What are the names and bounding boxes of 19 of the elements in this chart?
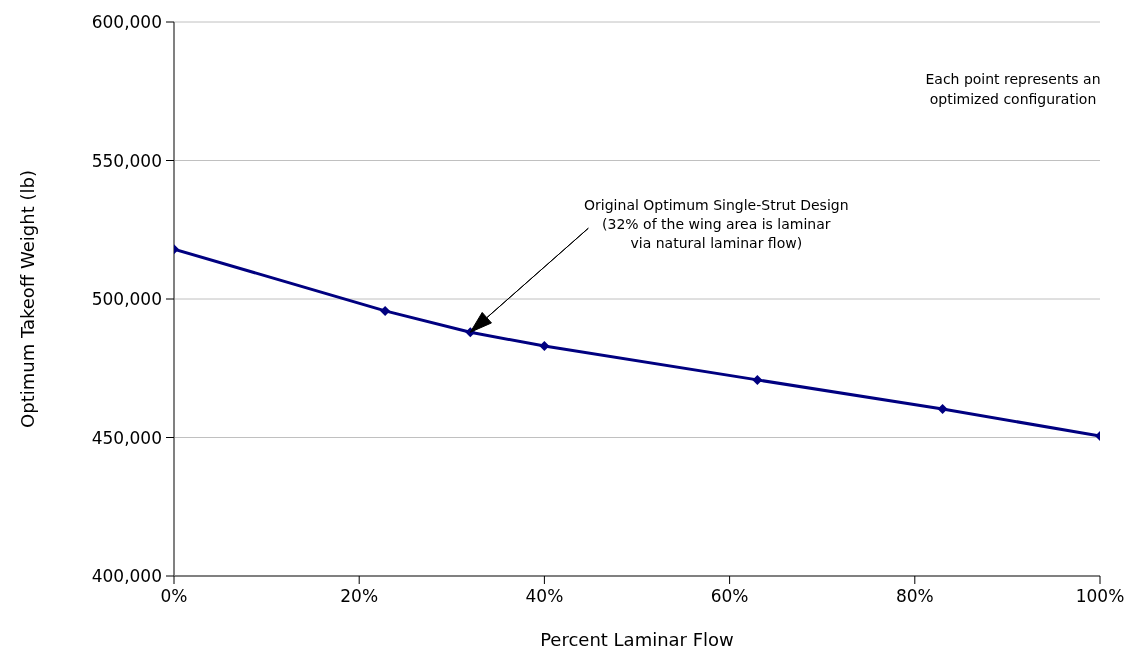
point	[752, 374, 763, 385]
y-tick-label: 500,000	[91, 289, 162, 310]
x-tick-label: 80%	[895, 586, 934, 607]
point	[937, 403, 948, 414]
y-tick-label: 600,000	[91, 12, 162, 33]
x-tick-label: 60%	[710, 586, 749, 607]
annotation: Each point represents an optimized configuration	[925, 71, 1101, 107]
y-axis-title: Optimum Takeoff Weight (lb)	[17, 170, 39, 428]
point	[539, 341, 550, 352]
annotation: Original Optimum Single-Strut Design (32% of the wing area is laminar via natural laminar flow)	[584, 197, 849, 252]
x-tick-label: 20%	[340, 586, 379, 607]
point	[380, 305, 391, 316]
x-tick-label: 100%	[1075, 586, 1125, 607]
y-tick-label: 450,000	[91, 427, 162, 448]
y-tick-label: 550,000	[91, 150, 162, 171]
y-tick-label: 400,000	[91, 566, 162, 587]
x-tick-label: 0%	[160, 586, 188, 607]
x-tick-label: 40%	[525, 586, 564, 607]
x-axis-title: Percent Laminar Flow	[540, 629, 734, 650]
